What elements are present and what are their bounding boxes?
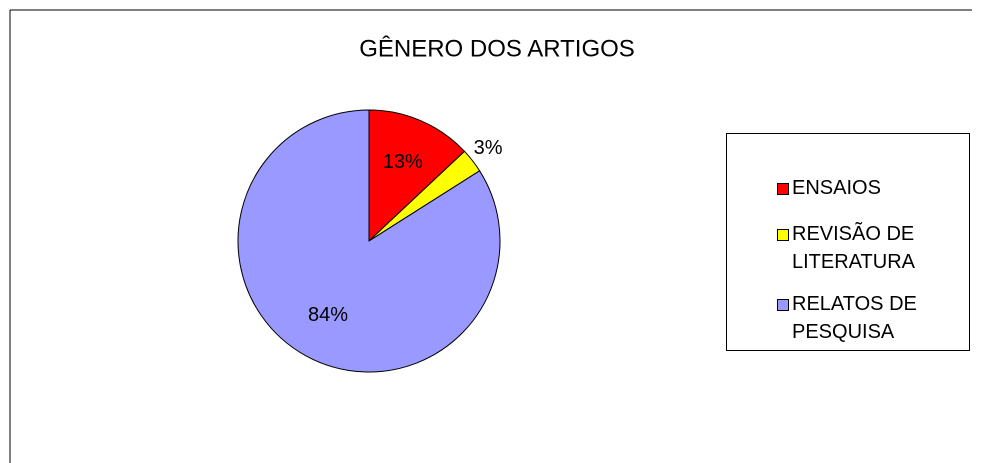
chart-title: GÊNERO DOS ARTIGOS: [359, 35, 635, 62]
legend-label: ENSAIOS: [792, 177, 881, 199]
data-label: 3%: [474, 137, 503, 159]
legend: ENSAIOS REVISÃO DE LITERATURA RELATOS DE P…: [726, 133, 970, 351]
legend-entry: REVISÃO DE LITERATURA: [777, 220, 957, 276]
pie-slice: [368, 109, 466, 243]
data-label: 13%: [383, 151, 423, 173]
legend-swatch: [777, 229, 789, 241]
legend-label: RELATOS DE PESQUISA: [792, 293, 917, 343]
legend-label: REVISÃO DE LITERATURA: [792, 223, 915, 273]
pie-slice: [237, 109, 501, 373]
legend-entry: RELATOS DE PESQUISA: [777, 290, 957, 346]
data-label: 84%: [308, 304, 348, 326]
legend-swatch: [777, 183, 789, 195]
legend-swatch: [777, 299, 789, 311]
legend-entry: ENSAIOS: [777, 174, 957, 202]
